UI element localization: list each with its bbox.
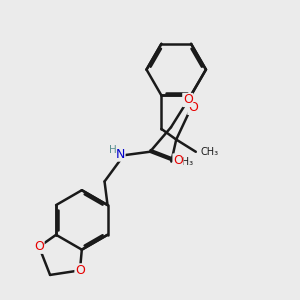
Text: O: O <box>183 94 193 106</box>
Text: O: O <box>34 240 44 253</box>
Text: H: H <box>109 145 116 155</box>
Text: O: O <box>188 101 198 114</box>
Text: N: N <box>116 148 125 161</box>
Text: CH₃: CH₃ <box>200 147 218 157</box>
Text: CH₃: CH₃ <box>176 157 194 166</box>
Text: O: O <box>173 154 183 167</box>
Text: O: O <box>75 264 85 277</box>
